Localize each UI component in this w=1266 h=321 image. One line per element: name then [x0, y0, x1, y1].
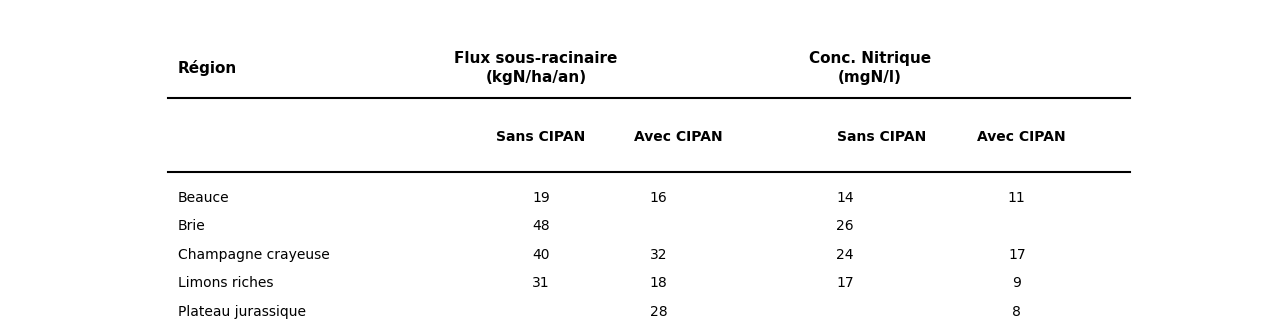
Text: Champagne crayeuse: Champagne crayeuse: [177, 248, 329, 262]
Text: 40: 40: [532, 248, 549, 262]
Text: Beauce: Beauce: [177, 191, 229, 205]
Text: 24: 24: [837, 248, 853, 262]
Text: 16: 16: [649, 191, 667, 205]
Text: 11: 11: [1008, 191, 1025, 205]
Text: 17: 17: [837, 276, 853, 290]
Text: Limons riches: Limons riches: [177, 276, 273, 290]
Text: Brie: Brie: [177, 219, 205, 233]
Text: 19: 19: [532, 191, 549, 205]
Text: Région: Région: [177, 60, 237, 76]
Text: 48: 48: [532, 219, 549, 233]
Text: Avec CIPAN: Avec CIPAN: [634, 130, 723, 144]
Text: 17: 17: [1008, 248, 1025, 262]
Text: 28: 28: [649, 305, 667, 319]
Text: 31: 31: [532, 276, 549, 290]
Text: Conc. Nitrique
(mgN/l): Conc. Nitrique (mgN/l): [809, 51, 931, 85]
Text: Plateau jurassique: Plateau jurassique: [177, 305, 306, 319]
Text: Sans CIPAN: Sans CIPAN: [496, 130, 585, 144]
Text: Sans CIPAN: Sans CIPAN: [837, 130, 927, 144]
Text: 26: 26: [837, 219, 853, 233]
Text: 14: 14: [837, 191, 853, 205]
Text: 32: 32: [649, 248, 667, 262]
Text: Avec CIPAN: Avec CIPAN: [977, 130, 1066, 144]
Text: Flux sous-racinaire
(kgN/ha/an): Flux sous-racinaire (kgN/ha/an): [454, 51, 618, 85]
Text: 8: 8: [1013, 305, 1022, 319]
Text: 9: 9: [1013, 276, 1022, 290]
Text: 18: 18: [649, 276, 667, 290]
